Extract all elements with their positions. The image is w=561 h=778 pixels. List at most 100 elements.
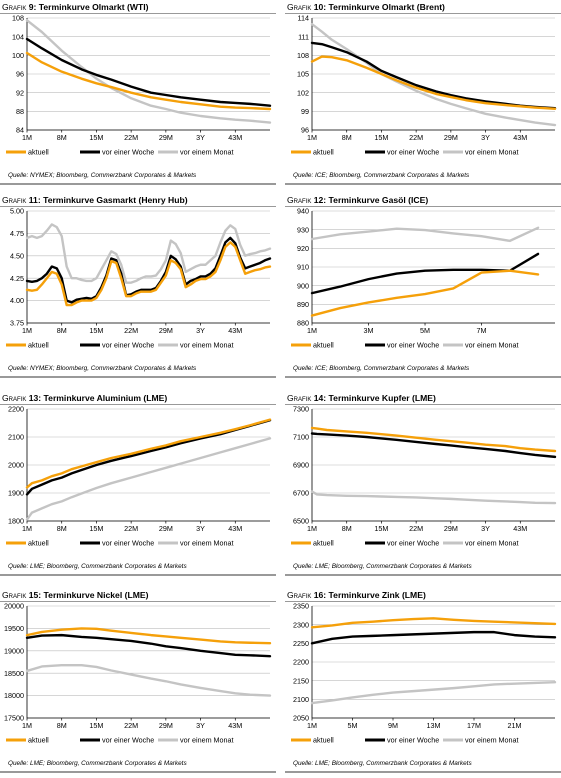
chart-title: Grafik 12: Terminkurve Gasöl (ICE) <box>287 195 428 205</box>
legend-label: aktuell <box>28 736 49 745</box>
x-tick-label: 5M <box>348 721 358 730</box>
x-tick-label: 22M <box>124 133 138 142</box>
x-tick-label: 3Y <box>196 133 205 142</box>
divider <box>285 206 561 207</box>
legend-label: vor einer Woche <box>102 539 154 548</box>
y-tick-label: 104 <box>12 32 24 41</box>
chart-panel: Grafik 13: Terminkurve Aluminium (LME) 18… <box>0 391 276 581</box>
x-tick-label: 43M <box>228 133 242 142</box>
chart-title: Grafik 11: Terminkurve Gasmarkt (Henry H… <box>2 195 188 205</box>
y-tick-label: 111 <box>298 32 309 41</box>
x-tick-label: 3M <box>364 326 374 335</box>
divider <box>0 601 276 602</box>
line-chart: 6500 6700 6900 7100 7300 1M 8M 15M 22M 29M 3Y 43M ak… <box>291 405 557 548</box>
y-tick-label: 2100 <box>293 695 309 704</box>
x-tick-label: 3Y <box>481 524 490 533</box>
source-note: Quelle: NYMEX; Bloomberg, Commerzbank Co… <box>8 365 197 372</box>
figure-title-text: 9: Terminkurve Olmarkt (WTI) <box>28 2 149 12</box>
series-line <box>25 418 272 489</box>
line-chart: 3.75 4.00 4.25 4.50 4.75 5.00 1M 8M 15M 22M 29M 3Y 4… <box>6 207 272 350</box>
series-line <box>25 437 272 521</box>
x-tick-label: 29M <box>444 133 458 142</box>
y-tick-label: 1900 <box>8 489 24 498</box>
figure-label: Grafik <box>2 393 27 403</box>
series-line <box>310 432 557 459</box>
chart-title: Grafik 9: Terminkurve Olmarkt (WTI) <box>2 2 148 12</box>
series-line <box>310 269 540 317</box>
series-line <box>25 236 272 304</box>
y-tick-label: 99 <box>301 107 309 116</box>
x-tick-label: 29M <box>159 326 173 335</box>
series-line <box>310 490 557 505</box>
x-tick-label: 1M <box>22 721 32 730</box>
series-line <box>25 627 272 645</box>
series-line <box>310 23 557 127</box>
chart-panel: Grafik 10: Terminkurve Olmarkt (Brent) 96… <box>285 0 561 190</box>
x-tick-label: 1M <box>307 326 317 335</box>
series-line <box>25 51 272 111</box>
y-tick-label: 19000 <box>4 646 24 655</box>
divider <box>285 574 561 576</box>
divider <box>285 183 561 185</box>
x-tick-label: 1M <box>307 524 317 533</box>
series-line <box>310 617 557 629</box>
divider <box>285 404 561 405</box>
divider <box>0 183 276 185</box>
x-tick-label: 8M <box>57 133 67 142</box>
x-tick-label: 8M <box>57 524 67 533</box>
series-line <box>25 663 272 697</box>
x-tick-label: 8M <box>57 721 67 730</box>
x-tick-label: 22M <box>409 524 423 533</box>
figure-label: Grafik <box>287 195 312 205</box>
line-chart: 84 88 92 96 100 104 108 1M 8M 15M 22M 29M 3Y 43M aktue… <box>6 14 272 157</box>
divider <box>285 376 561 378</box>
y-tick-label: 4.00 <box>10 296 24 305</box>
y-tick-label: 100 <box>12 51 24 60</box>
y-tick-label: 2350 <box>293 602 309 611</box>
series-line <box>25 19 272 124</box>
y-tick-label: 7300 <box>293 405 309 414</box>
figure-title-text: 13: Terminkurve Aluminium (LME) <box>28 393 168 403</box>
y-tick-label: 2000 <box>8 461 24 470</box>
y-tick-label: 17500 <box>4 714 24 723</box>
divider <box>285 601 561 602</box>
y-tick-label: 96 <box>16 70 24 79</box>
legend-label: vor einem Monat <box>180 539 234 548</box>
y-tick-label: 3.75 <box>10 319 24 328</box>
source-note: Quelle: LME; Bloomberg, Commerzbank Corp… <box>293 563 472 570</box>
y-tick-label: 92 <box>16 88 24 97</box>
line-chart: 17500 18000 18500 19000 19500 20000 1M 8M 15M 22M… <box>4 602 272 745</box>
figure-label: Grafik <box>2 195 27 205</box>
x-tick-label: 3Y <box>196 326 205 335</box>
y-tick-label: 6700 <box>293 489 309 498</box>
x-tick-label: 29M <box>159 721 173 730</box>
divider <box>285 13 561 14</box>
legend-label: vor einem Monat <box>465 341 519 350</box>
legend-label: vor einer Woche <box>102 148 154 157</box>
x-tick-label: 15M <box>89 721 103 730</box>
y-tick-label: 2250 <box>293 639 309 648</box>
series-line <box>310 680 557 705</box>
legend-label: aktuell <box>28 341 49 350</box>
y-tick-label: 108 <box>297 51 309 60</box>
divider <box>0 376 276 378</box>
series-line <box>25 223 272 284</box>
x-tick-label: 22M <box>409 133 423 142</box>
legend-label: vor einer Woche <box>387 736 439 745</box>
figure-title-text: 10: Terminkurve Olmarkt (Brent) <box>313 2 445 12</box>
y-tick-label: 114 <box>298 14 309 23</box>
x-tick-label: 1M <box>307 721 317 730</box>
series-line <box>310 630 557 645</box>
legend-label: vor einer Woche <box>102 736 154 745</box>
source-note: Quelle: LME; Bloomberg, Commerzbank Corp… <box>8 563 187 570</box>
y-tick-label: 930 <box>297 225 309 234</box>
y-tick-label: 2200 <box>293 658 309 667</box>
x-tick-label: 17M <box>467 721 481 730</box>
series-line <box>310 252 540 295</box>
x-tick-label: 3Y <box>481 133 490 142</box>
y-tick-label: 84 <box>16 126 24 135</box>
series-line <box>25 633 272 658</box>
x-tick-label: 8M <box>57 326 67 335</box>
legend-label: aktuell <box>28 539 49 548</box>
x-tick-label: 22M <box>124 524 138 533</box>
